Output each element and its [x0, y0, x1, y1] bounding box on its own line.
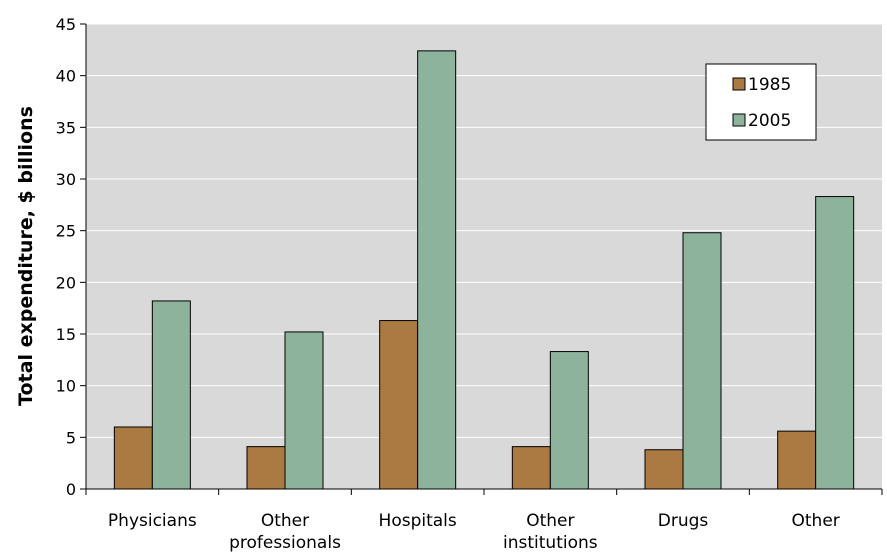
- y-tick-label: 20: [56, 273, 76, 292]
- x-tick-label: Drugs: [658, 511, 709, 531]
- legend-box: [705, 63, 817, 141]
- x-tick-label: Physicians: [108, 511, 197, 531]
- bar-2005-0: [151, 300, 191, 490]
- y-tick-label: 0: [66, 480, 76, 499]
- bar-1985-5: [777, 430, 817, 490]
- y-tick-label: 45: [56, 15, 76, 34]
- y-tick-label: 30: [56, 170, 76, 189]
- legend-label-1985: 1985: [748, 75, 791, 95]
- legend-swatch-1985: [732, 77, 746, 91]
- y-tick-label: 35: [56, 118, 76, 137]
- bar-2005-5: [815, 196, 855, 490]
- bar-1985-2: [379, 320, 419, 490]
- bar-2005-1: [284, 331, 324, 490]
- y-axis-label: Total expenditure, $ billions: [15, 106, 37, 406]
- bar-2005-2: [417, 50, 457, 490]
- y-tick-labels: 0 5 10 15 20 25 30 35 40 45: [56, 15, 76, 499]
- x-tick-label: Other institutions: [503, 511, 598, 553]
- y-tick-label: 10: [56, 377, 76, 396]
- axes: [80, 23, 883, 495]
- bar-1985-1: [246, 446, 286, 490]
- bar-2005-3: [549, 351, 589, 490]
- x-tick-label: Other professionals: [229, 511, 341, 553]
- bar-1985-4: [644, 449, 684, 490]
- legend: 1985 2005: [705, 63, 817, 141]
- y-tick-label: 25: [56, 222, 76, 241]
- y-tick-label: 40: [56, 67, 76, 86]
- x-tick-label: Other: [792, 511, 840, 531]
- bar-1985-3: [511, 446, 551, 490]
- legend-swatch-2005: [732, 113, 746, 127]
- legend-label-2005: 2005: [748, 111, 791, 131]
- bar-1985-0: [113, 426, 153, 490]
- bar-2005-4: [682, 232, 722, 490]
- y-tick-label: 15: [56, 325, 76, 344]
- y-tick-label: 5: [66, 428, 76, 447]
- x-tick-label: Hospitals: [379, 511, 457, 531]
- x-tick-labels: Physicians Other professionals Hospitals Oth…: [108, 511, 840, 553]
- bars: [113, 50, 855, 490]
